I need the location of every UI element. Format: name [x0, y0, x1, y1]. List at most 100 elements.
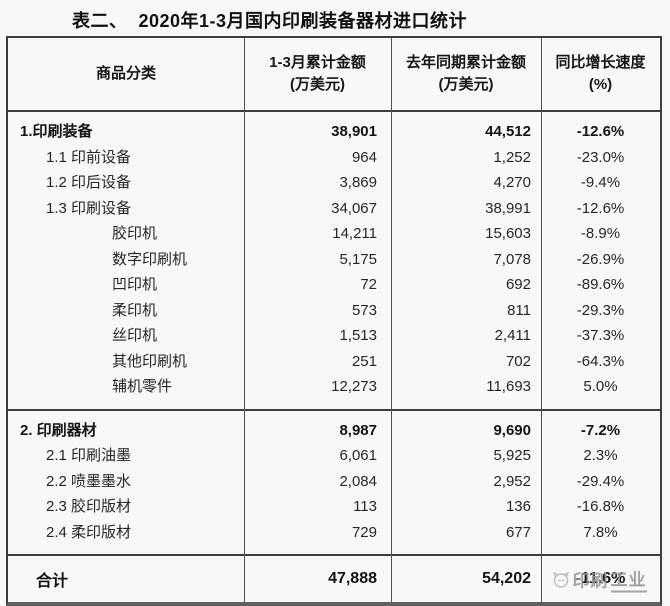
total-label: 合计: [36, 573, 69, 590]
category-cell: 数字印刷机: [112, 250, 188, 268]
table-row: 辅机零件 12,273 11,693 5.0%: [8, 374, 660, 400]
growth-cell: -29.3%: [576, 301, 625, 319]
lastyear-amount-cell: 15,603: [485, 225, 531, 242]
total-growth-value: -11.6%: [575, 570, 626, 587]
growth-cell: -23.0%: [576, 148, 625, 166]
category-cell: 1.印刷装备: [20, 123, 93, 140]
header-category-label: 商品分类: [95, 65, 156, 83]
current-amount-cell: 38,901: [331, 123, 377, 140]
table-row: 柔印机 573 811 -29.3%: [8, 298, 660, 324]
category-cell: 2.4 柔印版材: [46, 523, 132, 541]
table-row: 1.3 印刷设备 34,067 38,991 -12.6%: [8, 196, 660, 222]
current-amount-cell: 964: [351, 148, 377, 166]
page-title: 表二、 2020年1-3月国内印刷装备器材进口统计: [72, 11, 468, 31]
category-cell: 1.3 印刷设备: [46, 199, 132, 217]
lastyear-amount-cell: 692: [505, 276, 531, 293]
header-cell-lastyear-amount: 去年同期累计金额 (万美元): [391, 52, 541, 96]
lastyear-amount-cell: 702: [505, 352, 531, 370]
growth-cell: -12.6%: [576, 123, 625, 140]
current-amount-cell: 2,084: [339, 472, 377, 490]
growth-cell: -64.3%: [576, 352, 625, 370]
category-cell: 柔印机: [112, 301, 158, 319]
category-cell: 2.2 喷墨墨水: [46, 472, 132, 490]
import-stats-table: 商品分类 1-3月累计金额 (万美元) 去年同期累计金额 (万美元) 同比增长速…: [6, 36, 662, 606]
header-current-line2: (万美元): [290, 76, 345, 93]
header-lastyear-line2: (万美元): [438, 76, 494, 93]
lastyear-amount-cell: 811: [507, 301, 531, 319]
growth-cell: -29.4%: [576, 472, 625, 490]
growth-cell: -9.4%: [580, 174, 621, 191]
current-amount-cell: 113: [353, 498, 377, 515]
table-row: 2.3 胶印版材 113 136 -16.8%: [8, 494, 660, 520]
lastyear-amount-cell: 7,078: [493, 250, 531, 268]
category-cell: 2.1 印刷油墨: [46, 447, 132, 464]
growth-cell: 2.3%: [583, 447, 618, 464]
category-cell: 1.2 印后设备: [46, 174, 132, 191]
growth-cell: -26.9%: [576, 250, 625, 268]
lastyear-amount-cell: 4,270: [493, 174, 531, 191]
category-cell: 2. 印刷器材: [20, 421, 97, 439]
current-amount-cell: 14,211: [332, 225, 377, 242]
current-amount-cell: 729: [351, 523, 377, 541]
total-row: 合计 47,888 54,202 -11.6% 印刷 工业: [8, 554, 660, 602]
lastyear-amount-cell: 136: [505, 498, 531, 515]
growth-cell: -12.6%: [576, 199, 625, 217]
current-amount-cell: 5,175: [339, 250, 377, 268]
lastyear-amount-cell: 44,512: [485, 123, 531, 140]
lastyear-amount-cell: 677: [505, 523, 531, 541]
mascot-logo-icon: [552, 571, 569, 588]
table-row: 2. 印刷器材 8,987 9,690 -7.2%: [8, 418, 660, 444]
lastyear-amount-cell: 2,411: [494, 327, 531, 344]
current-amount-cell: 72: [360, 276, 377, 293]
current-amount-cell: 251: [351, 352, 377, 370]
lastyear-amount-cell: 2,952: [493, 472, 531, 490]
section-printing-equipment: 1.印刷装备 38,901 44,512 -12.6% 1.1 印前设备 964…: [8, 112, 660, 409]
section-printing-materials: 2. 印刷器材 8,987 9,690 -7.2% 2.1 印刷油墨 6,061…: [8, 408, 660, 555]
growth-cell: -89.6%: [576, 276, 625, 293]
table-row: 1.印刷装备 38,901 44,512 -12.6%: [8, 119, 660, 145]
column-divider: [244, 38, 245, 602]
current-amount-cell: 573: [351, 301, 377, 319]
category-cell: 凹印机: [112, 276, 158, 293]
current-amount-cell: 1,513: [339, 327, 377, 344]
lastyear-amount-cell: 1,252: [493, 148, 531, 166]
category-cell: 1.1 印前设备: [46, 148, 132, 166]
category-cell: 2.3 胶印版材: [46, 498, 132, 515]
total-growth-cell: -11.6% 印刷 工业: [541, 570, 660, 593]
total-lastyear-amount: 54,202: [482, 570, 531, 587]
growth-cell: -37.3%: [576, 327, 625, 344]
category-cell: 胶印机: [112, 225, 158, 242]
table-row: 丝印机 1,513 2,411 -37.3%: [8, 323, 660, 349]
lastyear-amount-cell: 9,690: [493, 421, 531, 439]
table-row: 凹印机 72 692 -89.6%: [8, 272, 660, 298]
table-row: 2.2 喷墨墨水 2,084 2,952 -29.4%: [8, 469, 660, 495]
column-divider: [391, 38, 392, 602]
table-row: 2.4 柔印版材 729 677 7.8%: [8, 520, 660, 546]
header-cell-current-amount: 1-3月累计金额 (万美元): [244, 52, 391, 96]
current-amount-cell: 3,869: [339, 174, 377, 191]
current-amount-cell: 6,061: [339, 447, 377, 464]
header-growth-line2: (%): [588, 76, 613, 93]
growth-cell: 7.8%: [583, 523, 618, 541]
growth-cell: -16.8%: [576, 498, 625, 515]
current-amount-cell: 34,067: [331, 199, 377, 217]
current-amount-cell: 8,987: [339, 421, 377, 439]
table-row: 1.2 印后设备 3,869 4,270 -9.4%: [8, 170, 660, 196]
header-cell-category: 商品分类: [8, 63, 244, 85]
header-growth-line1: 同比增长速度: [555, 54, 646, 72]
table-row: 其他印刷机 251 702 -64.3%: [8, 349, 660, 375]
growth-cell: -7.2%: [580, 421, 621, 439]
table-row: 2.1 印刷油墨 6,061 5,925 2.3%: [8, 443, 660, 469]
header-current-line1: 1-3月累计金额: [269, 54, 366, 72]
category-cell: 辅机零件: [112, 378, 173, 395]
table-header: 商品分类 1-3月累计金额 (万美元) 去年同期累计金额 (万美元) 同比增长速…: [8, 38, 660, 112]
total-current-amount: 47,888: [328, 570, 377, 587]
lastyear-amount-cell: 5,925: [493, 447, 531, 464]
table-row: 胶印机 14,211 15,603 -8.9%: [8, 221, 660, 247]
header-lastyear-line1: 去年同期累计金额: [405, 54, 526, 72]
column-divider: [541, 38, 542, 602]
header-cell-growth: 同比增长速度 (%): [541, 52, 660, 96]
table-row: 数字印刷机 5,175 7,078 -26.9%: [8, 247, 660, 273]
growth-cell: 5.0%: [583, 378, 618, 395]
category-cell: 丝印机: [112, 327, 158, 344]
